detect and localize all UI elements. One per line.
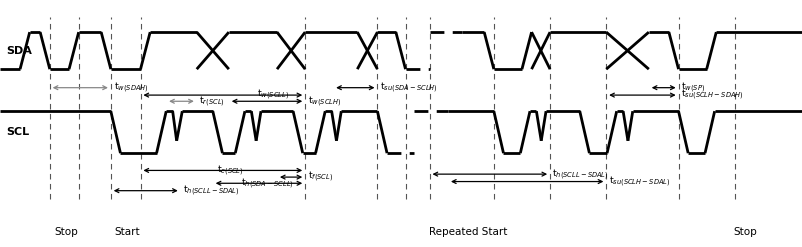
Text: t$_{r(SCL)}$: t$_{r(SCL)}$ bbox=[199, 94, 225, 109]
Text: t$_{w(SDAH)}$: t$_{w(SDAH)}$ bbox=[114, 80, 148, 95]
Text: t$_{w(SCLH)}$: t$_{w(SCLH)}$ bbox=[307, 94, 341, 109]
Text: t$_{su(SCLH-SDAH)}$: t$_{su(SCLH-SDAH)}$ bbox=[680, 88, 743, 103]
Text: t$_{h(SCLL-SDAL)}$: t$_{h(SCLL-SDAL)}$ bbox=[552, 167, 609, 182]
Text: t$_{h(SDA-SCLL)}$: t$_{h(SDA-SCLL)}$ bbox=[241, 176, 294, 191]
Text: Stop: Stop bbox=[54, 227, 78, 237]
Text: Start: Start bbox=[114, 227, 140, 237]
Text: Stop: Stop bbox=[732, 227, 756, 237]
Text: t$_{w(SP)}$: t$_{w(SP)}$ bbox=[680, 80, 704, 95]
Text: SCL: SCL bbox=[6, 127, 30, 137]
Text: t$_{c(SCL)}$: t$_{c(SCL)}$ bbox=[217, 163, 243, 178]
Text: t$_{w(SCLL)}$: t$_{w(SCLL)}$ bbox=[257, 88, 289, 103]
Text: t$_{su(SCLH-SDAL)}$: t$_{su(SCLH-SDAL)}$ bbox=[608, 174, 669, 189]
Text: t$_{h(SCLL-SDAL)}$: t$_{h(SCLL-SDAL)}$ bbox=[183, 183, 240, 198]
Text: t$_{su(SDA-SCLH)}$: t$_{su(SDA-SCLH)}$ bbox=[379, 80, 437, 95]
Text: Repeated Start: Repeated Start bbox=[428, 227, 507, 237]
Text: SDA: SDA bbox=[6, 46, 32, 56]
Text: t$_{f(SCL)}$: t$_{f(SCL)}$ bbox=[307, 170, 333, 185]
